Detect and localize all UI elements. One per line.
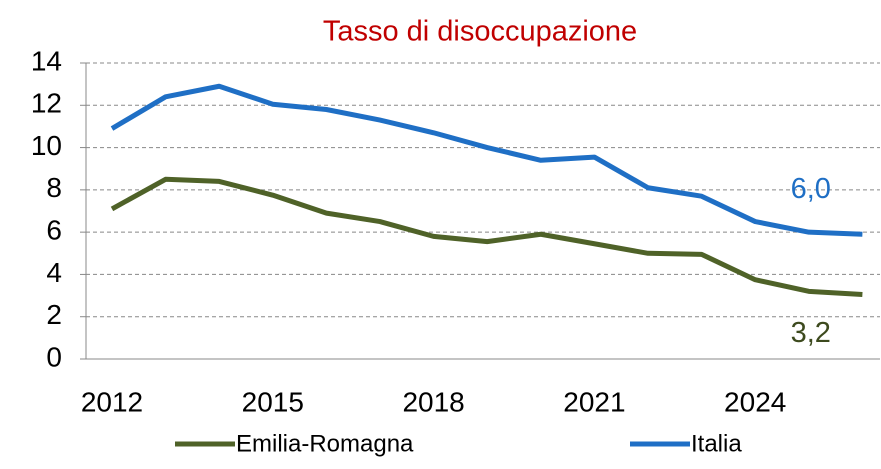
y-tick-label: 6 — [46, 215, 62, 246]
y-tick-label: 12 — [31, 88, 62, 119]
legend-label: Emilia-Romagna — [236, 430, 414, 457]
x-tick-label: 2021 — [563, 386, 625, 417]
series-line — [110, 176, 863, 298]
x-tick-label: 2012 — [81, 386, 143, 417]
chart-title: Tasso di disoccupazione — [323, 16, 637, 48]
y-tick-label: 8 — [46, 172, 62, 203]
x-tick-label: 2015 — [242, 386, 304, 417]
y-tick-label: 10 — [31, 130, 62, 161]
data-label: 3,2 — [791, 317, 831, 349]
x-tick-label: 2018 — [402, 386, 464, 417]
y-tick-label: 0 — [46, 341, 62, 372]
x-tick-label: 2024 — [724, 386, 786, 417]
legend-label: Italia — [691, 430, 742, 457]
y-tick-label: 4 — [46, 257, 62, 288]
y-tick-label: 14 — [31, 45, 62, 76]
y-tick-label: 2 — [46, 299, 62, 330]
data-label: 6,0 — [791, 173, 831, 205]
series-line — [110, 83, 863, 237]
